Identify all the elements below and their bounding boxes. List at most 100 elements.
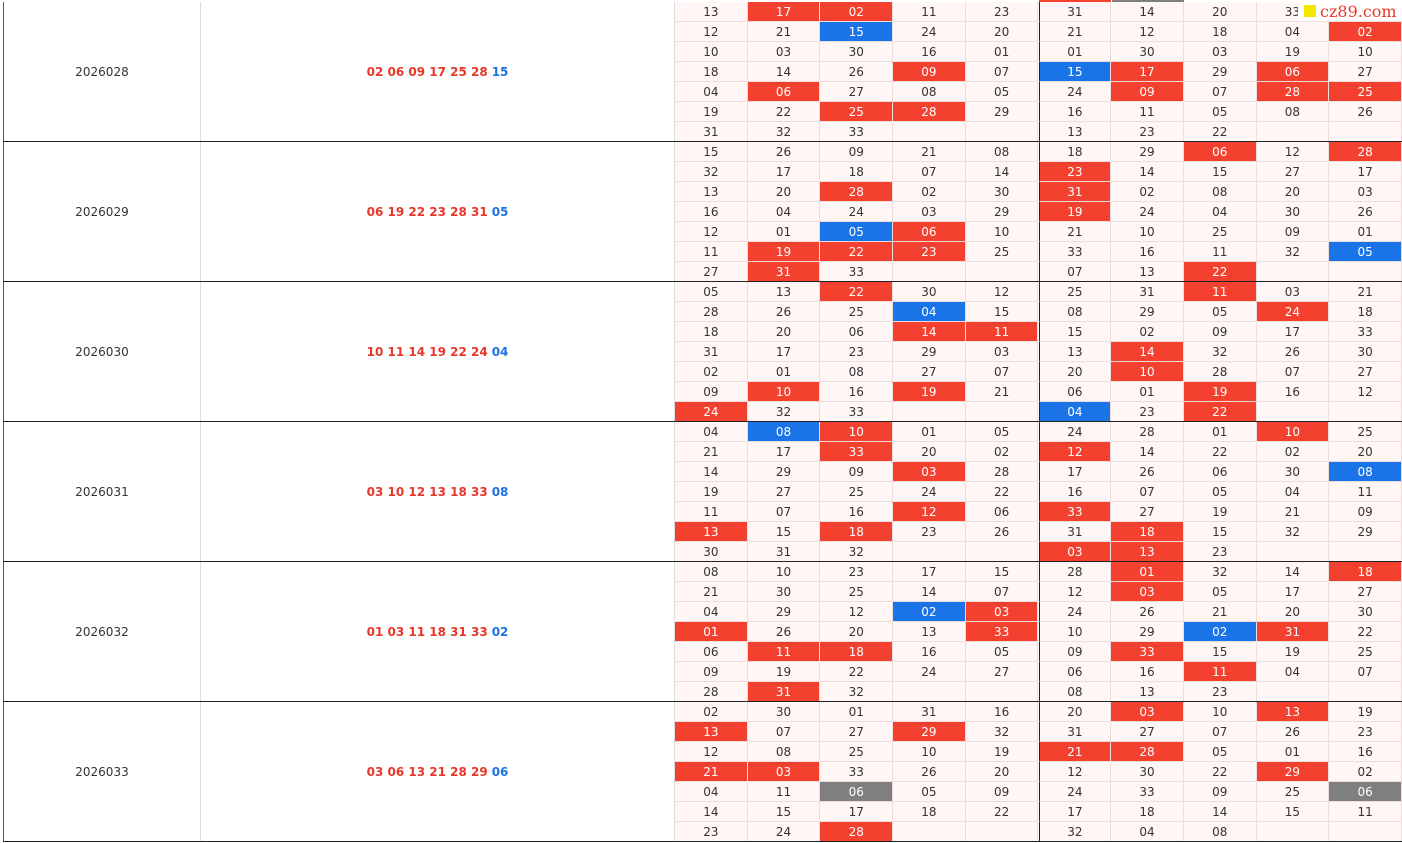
grid-cell: 24 (893, 22, 966, 42)
grid-cell: 16 (1038, 102, 1112, 122)
grid-cell: 03 (1256, 282, 1330, 302)
grid-cell (965, 402, 1039, 422)
grid-cell: 21 (747, 22, 821, 42)
grid-cell: 17 (1038, 802, 1112, 822)
grid-cell: 17 (1256, 582, 1330, 602)
grid-cell: 02 (1111, 322, 1184, 342)
grid-cell: 13 (1111, 542, 1184, 562)
grid-cell: 24 (1038, 602, 1112, 622)
grid-cell (1329, 122, 1402, 142)
grid-cell (893, 822, 966, 842)
grid-cell: 21 (893, 142, 966, 162)
grid-cell: 13 (675, 182, 748, 202)
grid-cell: 25 (1329, 82, 1402, 102)
grid-cell: 15 (820, 22, 894, 42)
grid-cell: 23 (1329, 722, 1402, 742)
grid-cell: 27 (1111, 502, 1184, 522)
grid-cell: 32 (1183, 562, 1257, 582)
blue-number: 05 (491, 205, 509, 219)
grid-cell: 23 (965, 2, 1039, 22)
grid-cell: 28 (965, 462, 1039, 482)
grid-cell: 08 (820, 362, 894, 382)
red-numbers: 03 06 13 21 28 29 (366, 765, 488, 779)
grid-cell: 13 (747, 282, 821, 302)
grid-cell: 10 (1183, 702, 1257, 722)
grid-cell: 30 (747, 702, 821, 722)
grid-cell: 11 (675, 242, 748, 262)
grid-cell: 03 (1111, 702, 1184, 722)
grid-cell: 32 (747, 122, 821, 142)
grid-cell: 26 (965, 522, 1039, 542)
grid-cell (1256, 122, 1330, 142)
grid-cell: 18 (1329, 302, 1402, 322)
grid-cell (1256, 542, 1330, 562)
grid-cell: 17 (747, 2, 821, 22)
grid-cell: 16 (820, 502, 894, 522)
period: 2026029 (3, 142, 201, 282)
grid-cell: 31 (747, 682, 821, 702)
grid-cell: 12 (675, 222, 748, 242)
grid-cell: 17 (1329, 162, 1402, 182)
grid-cell: 07 (1183, 722, 1257, 742)
grid-cell: 31 (675, 342, 748, 362)
grid-cell: 23 (1183, 682, 1257, 702)
grid-cell: 19 (1183, 502, 1257, 522)
grid-cell: 22 (1183, 122, 1257, 142)
grid-cell: 22 (747, 102, 821, 122)
grid-cell: 24 (1111, 202, 1184, 222)
grid-cell: 28 (1038, 562, 1112, 582)
grid-cell (893, 542, 966, 562)
grid-cell: 16 (965, 702, 1039, 722)
grid-cell: 12 (675, 742, 748, 762)
grid-cell (893, 122, 966, 142)
grid-cell: 12 (1038, 582, 1112, 602)
grid-cell: 32 (820, 542, 894, 562)
grid-cell: 04 (1111, 822, 1184, 842)
grid-cell: 31 (747, 262, 821, 282)
grid-cell: 22 (965, 482, 1039, 502)
grid-cell (1329, 262, 1402, 282)
grid-cell: 23 (1038, 162, 1112, 182)
grid-cell: 09 (1256, 222, 1330, 242)
grid-cell: 20 (965, 762, 1039, 782)
grid-cell: 26 (1256, 722, 1330, 742)
grid-cell: 16 (820, 382, 894, 402)
grid-cell: 30 (965, 182, 1039, 202)
grid-cell: 03 (893, 202, 966, 222)
grid-cell: 31 (675, 122, 748, 142)
grid-cell: 07 (1183, 82, 1257, 102)
blue-number: 15 (491, 65, 509, 79)
grid-cell: 03 (965, 342, 1039, 362)
grid-cell: 16 (1329, 742, 1402, 762)
grid-cell: 18 (1038, 142, 1112, 162)
grid-cell: 09 (1329, 502, 1402, 522)
grid-cell: 07 (965, 362, 1039, 382)
grid-cell (965, 542, 1039, 562)
grid-cell: 17 (1256, 322, 1330, 342)
grid-cell: 10 (1256, 422, 1330, 442)
grid-cell: 24 (1038, 82, 1112, 102)
grid-cell: 31 (1038, 182, 1112, 202)
grid-cell: 26 (820, 62, 894, 82)
grid-cell: 04 (1256, 482, 1330, 502)
grid-cell: 29 (893, 342, 966, 362)
grid-cell: 33 (820, 762, 894, 782)
grid-cell: 09 (1038, 642, 1112, 662)
grid-cell: 10 (820, 422, 894, 442)
grid-cell: 19 (747, 242, 821, 262)
grid-cell: 28 (1183, 362, 1257, 382)
grid-cell: 08 (1038, 682, 1112, 702)
grid-cell (965, 822, 1039, 842)
grid-cell: 32 (1256, 522, 1330, 542)
grid-cell: 06 (820, 782, 894, 802)
grid-cell: 15 (675, 142, 748, 162)
grid-cell (1256, 682, 1330, 702)
grid-cell: 09 (965, 782, 1039, 802)
grid-cell: 13 (1111, 682, 1184, 702)
grid-cell: 01 (675, 622, 748, 642)
grid-cell: 02 (820, 2, 894, 22)
grid-cell: 25 (820, 102, 894, 122)
grid-cell: 09 (1183, 782, 1257, 802)
grid-cell: 12 (1038, 762, 1112, 782)
grid-cell: 04 (747, 202, 821, 222)
